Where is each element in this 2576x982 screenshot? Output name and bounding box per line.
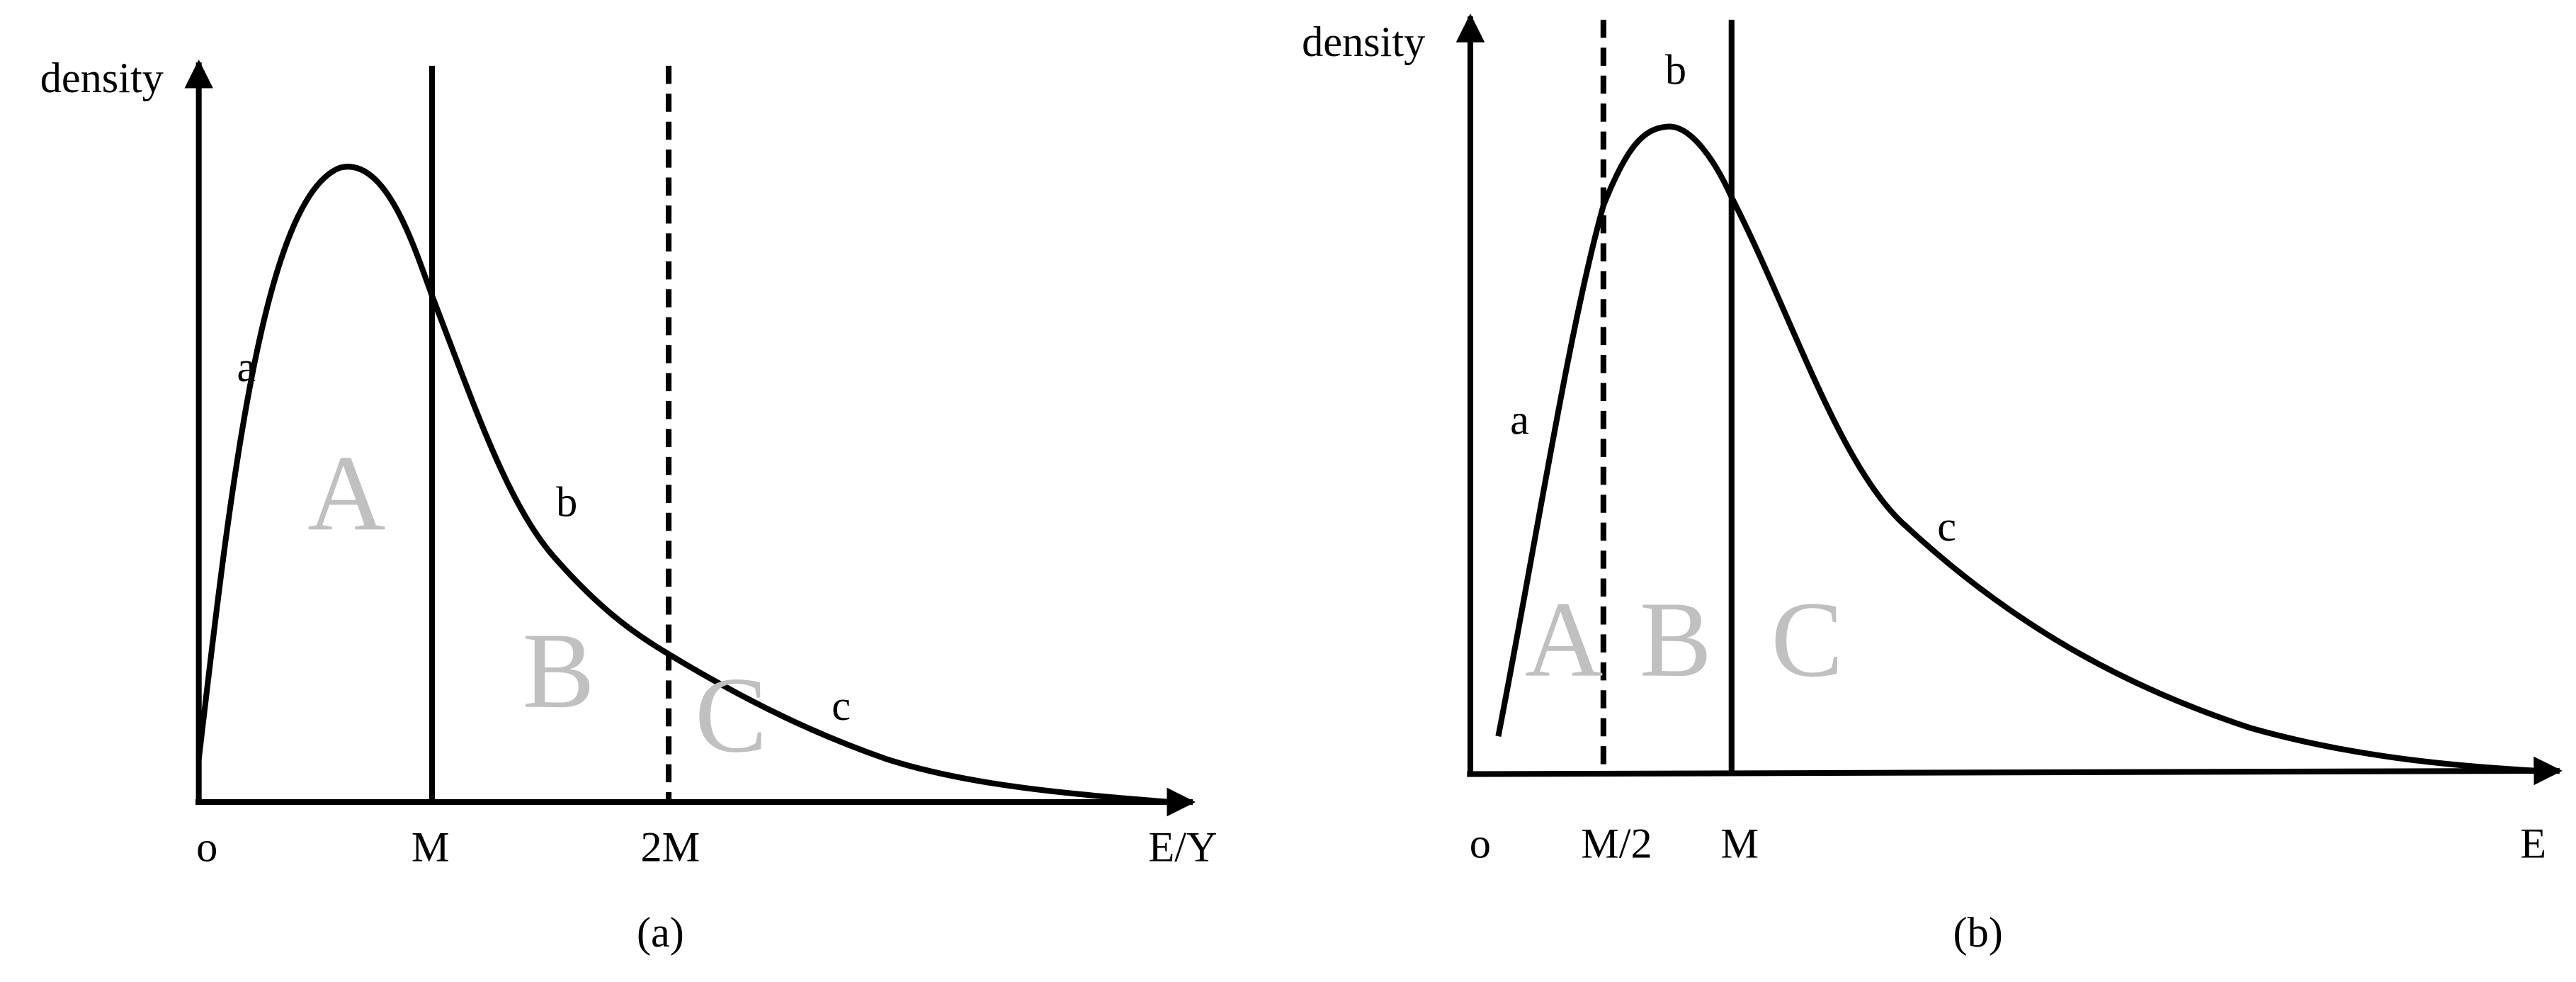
caption: (b) bbox=[1953, 909, 2003, 956]
x-tick-label: E bbox=[2520, 820, 2546, 868]
region-label: B bbox=[1640, 580, 1712, 700]
panel-a: density a b c A B C o M 2M E/Y (a) bbox=[40, 55, 1218, 956]
x-tick-label: 2M bbox=[640, 823, 700, 871]
density-curve bbox=[195, 164, 1170, 806]
x-tick-label: M bbox=[412, 823, 450, 871]
curve-label: c bbox=[1937, 503, 1956, 551]
curve-label: a bbox=[237, 344, 256, 391]
x-axis bbox=[1467, 756, 2563, 786]
curve-label: b bbox=[556, 478, 577, 526]
caption: (a) bbox=[637, 909, 684, 956]
x-tick-label: o bbox=[196, 823, 217, 871]
curve-label: c bbox=[832, 682, 851, 730]
density-curve bbox=[1495, 123, 2538, 774]
y-axis-label: density bbox=[1302, 18, 1425, 66]
region-label: A bbox=[307, 434, 386, 553]
panel-b: density a b c A B C o M/2 M E (b) bbox=[1302, 13, 2563, 956]
curve-label: b bbox=[1665, 46, 1686, 94]
region-label: A bbox=[1525, 580, 1604, 700]
x-tick-label: E/Y bbox=[1148, 823, 1217, 871]
region-label: C bbox=[1771, 580, 1843, 700]
region-label: C bbox=[695, 655, 767, 775]
y-axis-label: density bbox=[40, 55, 164, 102]
x-tick-label: M bbox=[1721, 820, 1759, 868]
curve-label: a bbox=[1510, 396, 1529, 444]
region-label: B bbox=[523, 611, 595, 731]
x-tick-label: M/2 bbox=[1581, 820, 1652, 868]
x-tick-label: o bbox=[1470, 820, 1491, 868]
